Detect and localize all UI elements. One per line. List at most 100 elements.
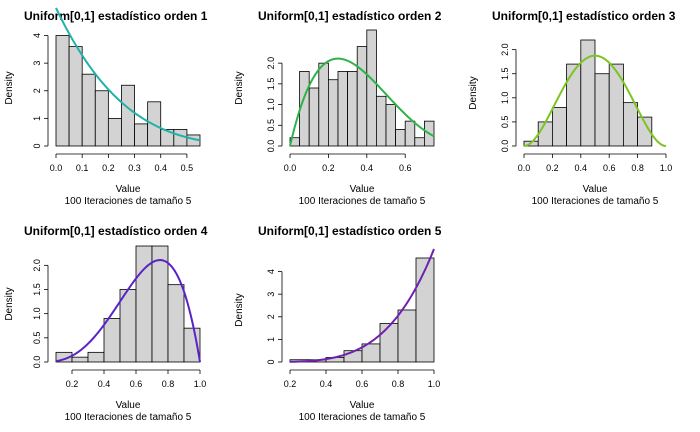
chart-subtitle: 100 Iteraciones de tamaño 5 (532, 196, 659, 207)
x-tick-label: 0.4 (361, 163, 374, 173)
x-tick-label: 0.4 (98, 379, 111, 389)
histogram-bar (366, 29, 377, 147)
density-curve (55, 259, 201, 363)
histogram-bar (186, 134, 201, 147)
histogram-bar (107, 117, 122, 147)
y-tick-label: 1 (266, 337, 276, 342)
chart-title: Uniform[0,1] estadístico orden 1 (24, 9, 208, 23)
y-tick-label: 1.0 (32, 307, 42, 320)
y-tick-label: 2.0 (500, 43, 510, 56)
y-tick-label: 1.5 (266, 78, 276, 91)
y-tick-label: 3 (266, 292, 276, 297)
histogram-bar (68, 46, 83, 147)
x-axis-label: Value (350, 400, 375, 411)
histogram-bar (375, 95, 387, 147)
histogram-bar (356, 46, 368, 147)
density-curve (523, 54, 667, 147)
histogram-bar (414, 137, 425, 147)
y-tick-label: 1.5 (500, 67, 510, 80)
x-tick-label: 0.0 (284, 163, 297, 173)
x-tick-label: 0.2 (322, 163, 335, 173)
density-curve (55, 7, 201, 142)
y-tick-label: 2 (266, 314, 276, 319)
y-tick-label: 0.5 (266, 119, 276, 132)
chart-subtitle: 100 Iteraciones de tamaño 5 (299, 196, 426, 207)
histogram-bar (94, 90, 109, 147)
y-axis-label: Density (4, 71, 15, 104)
histogram-bar (608, 63, 624, 147)
density-curve (289, 57, 435, 147)
histogram-bar (397, 309, 417, 363)
y-tick-label: 1 (32, 116, 42, 121)
x-tick-label: 0.6 (399, 163, 412, 173)
histogram-bar (379, 323, 399, 363)
histogram-panel-5: Uniform[0,1] estadístico orden 5 0.2 0.4 0.… (234, 224, 442, 423)
histogram-bar (537, 121, 553, 147)
x-tick-label: 0.0 (518, 163, 531, 173)
histogram-bar (594, 73, 610, 147)
y-tick-label: 0.0 (266, 140, 276, 153)
histogram-panel-1: Uniform[0,1] estadístico orden 1 0.0 0.1 0.… (4, 7, 208, 207)
histogram-bar (395, 129, 406, 147)
histogram-bar (327, 79, 339, 147)
x-tick-label: 0.8 (631, 163, 644, 173)
histogram-bar (151, 245, 169, 363)
y-tick-label: 0.5 (500, 116, 510, 129)
histogram-bar (308, 87, 320, 147)
y-tick-label: 0.5 (32, 332, 42, 345)
y-axis-label: Density (468, 76, 479, 109)
x-tick-label: 0.3 (128, 163, 141, 173)
x-tick-label: 0.6 (130, 379, 143, 389)
y-tick-label: 2 (32, 88, 42, 93)
histogram-panel-3: Uniform[0,1] estadístico orden 3 0.0 0.2 0.… (468, 9, 676, 207)
histogram-bar (167, 284, 185, 363)
x-axis-label: Value (583, 184, 608, 195)
y-axis-label: Density (234, 71, 245, 104)
y-tick-label: 2.0 (266, 57, 276, 70)
x-tick-label: 0.6 (356, 379, 369, 389)
x-tick-label: 1.0 (194, 379, 207, 389)
x-tick-label: 0.5 (181, 163, 194, 173)
histogram-bar (134, 123, 149, 147)
y-tick-label: 1.0 (500, 92, 510, 105)
x-tick-label: 0.4 (154, 163, 167, 173)
histogram-bar (566, 63, 582, 147)
x-tick-label: 1.0 (428, 379, 441, 389)
histogram-panel-2: Uniform[0,1] estadístico orden 2 0.0 0.2 0.… (234, 9, 442, 207)
chart-subtitle: 100 Iteraciones de tamaño 5 (65, 412, 192, 423)
chart-title: Uniform[0,1] estadístico orden 5 (258, 224, 442, 238)
histogram-bar (119, 289, 137, 363)
y-tick-label: 1.0 (266, 98, 276, 111)
chart-title: Uniform[0,1] estadístico orden 2 (258, 9, 442, 23)
x-tick-label: 0.4 (575, 163, 588, 173)
histogram-panel-4: Uniform[0,1] estadístico orden 4 0.2 0.4 0.… (4, 224, 208, 423)
x-tick-label: 0.1 (76, 163, 89, 173)
y-axis-label: Density (4, 287, 15, 320)
x-tick-label: 0.6 (603, 163, 616, 173)
x-tick-label: 0.8 (162, 379, 175, 389)
x-tick-label: 0.2 (66, 379, 79, 389)
x-tick-label: 1.0 (660, 163, 673, 173)
y-tick-label: 2.0 (32, 259, 42, 272)
histogram-bar (623, 102, 639, 147)
y-tick-label: 0.0 (32, 356, 42, 369)
y-axis-label: Density (234, 293, 245, 326)
x-tick-label: 0.4 (320, 379, 333, 389)
histogram-bar (415, 257, 435, 363)
y-tick-label: 4 (266, 269, 276, 274)
x-tick-label: 0.8 (392, 379, 405, 389)
y-tick-label: 4 (32, 33, 42, 38)
histogram-bar (347, 71, 358, 147)
x-tick-label: 0.2 (284, 379, 297, 389)
x-axis-label: Value (116, 400, 141, 411)
chart-subtitle: 100 Iteraciones de tamaño 5 (65, 196, 192, 207)
histogram-bar (71, 356, 89, 363)
histogram-bar (81, 73, 96, 147)
x-tick-label: 0.2 (102, 163, 115, 173)
chart-title: Uniform[0,1] estadístico orden 4 (24, 224, 208, 238)
x-axis-label: Value (350, 184, 375, 195)
histogram-bar (552, 107, 568, 147)
histogram-bar (385, 104, 397, 147)
y-tick-label: 0 (266, 359, 276, 364)
